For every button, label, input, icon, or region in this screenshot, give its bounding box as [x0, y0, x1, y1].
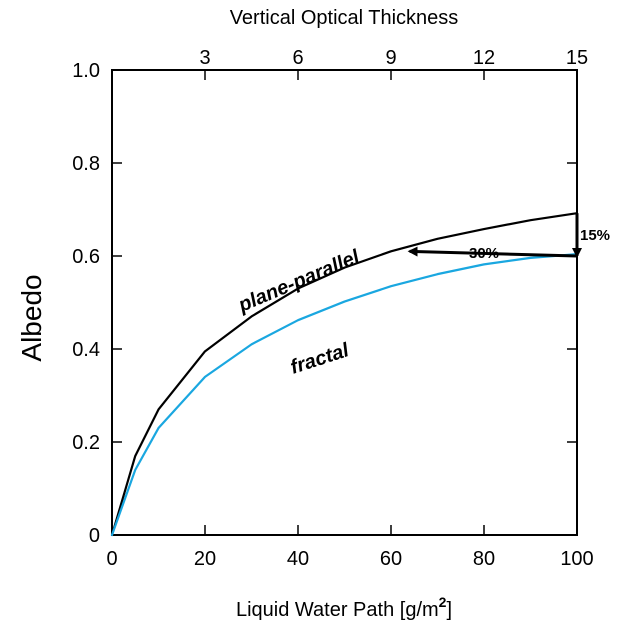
series-lines [110, 212, 579, 537]
top-tick-label: 3 [199, 47, 210, 69]
y-tick-label: 1.0 [72, 60, 100, 82]
y-axis-ticks: 0 0.2 0.4 0.6 0.8 1.0 [72, 60, 577, 547]
x-tick-label: 0 [106, 548, 117, 570]
annotation-30-percent: 30% [469, 245, 499, 262]
y-tick-label: 0 [89, 525, 100, 547]
series-line-plane-parallel [110, 212, 579, 537]
y-axis-title: Albedo [16, 274, 47, 361]
annotation-15-percent: 15% [580, 227, 610, 244]
top-tick-label: 12 [473, 47, 495, 69]
top-tick-label: 9 [385, 47, 396, 69]
annotations [407, 213, 582, 258]
top-tick-label: 15 [566, 47, 588, 69]
x-axis-title: Liquid Water Path [g/m2] [236, 594, 452, 621]
x-axis-title-main: Liquid Water Path [g/m [236, 599, 439, 621]
y-tick-label: 0.6 [72, 246, 100, 268]
top-axis-title: Vertical Optical Thickness [230, 7, 459, 29]
x-tick-label: 100 [560, 548, 593, 570]
x-tick-label: 20 [194, 548, 216, 570]
annotation-arrow [407, 246, 578, 258]
y-tick-label: 0.8 [72, 153, 100, 175]
x-axis-ticks: 0 20 40 60 80 100 [106, 525, 594, 570]
x-tick-label: 60 [380, 548, 402, 570]
top-tick-label: 6 [292, 47, 303, 69]
y-tick-label: 0.4 [72, 339, 100, 361]
x-tick-label: 80 [473, 548, 495, 570]
series-line-fractal [110, 253, 579, 537]
x-tick-label: 40 [287, 548, 309, 570]
x-axis-title-superscript: 2 [439, 594, 447, 610]
series-label-plane-parallel: plane-parallel [234, 246, 363, 317]
top-axis-ticks: 3 6 9 12 15 [199, 47, 588, 80]
y-tick-label: 0.2 [72, 432, 100, 454]
x-axis-title-close: ] [446, 599, 452, 621]
series-label-fractal: fractal [288, 339, 352, 379]
plot-frame [111, 69, 578, 536]
